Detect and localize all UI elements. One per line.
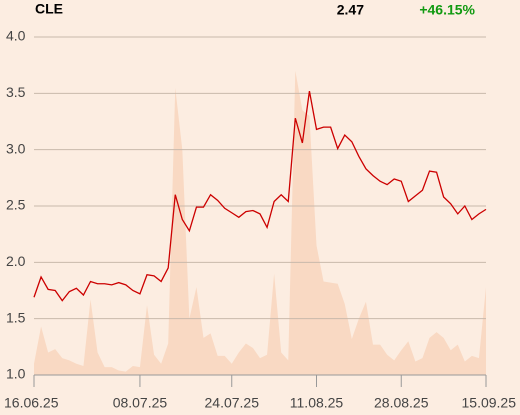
- y-tick-label: 3.0: [6, 140, 26, 156]
- x-tick-label: 16.06.25: [4, 395, 59, 411]
- y-tick-label: 3.5: [6, 84, 26, 100]
- change: +46.15%: [419, 2, 475, 18]
- y-tick-label: 1.5: [6, 309, 26, 325]
- volume-area: [34, 70, 486, 376]
- y-tick-label: 4.0: [6, 28, 26, 44]
- x-tick-label: 08.07.25: [113, 395, 168, 411]
- x-tick-label: 15.09.25: [462, 395, 517, 411]
- last-price: 2.47: [337, 2, 364, 18]
- price-line: [33, 90, 487, 302]
- x-tick-label: 28.08.25: [374, 395, 429, 411]
- y-tick-label: 2.5: [6, 197, 26, 213]
- symbol: CLE: [35, 1, 63, 17]
- y-tick-label: 1.0: [6, 366, 26, 382]
- x-tick-label: 24.07.25: [205, 395, 260, 411]
- y-tick-label: 2.0: [6, 253, 26, 269]
- x-tick-label: 11.08.25: [290, 395, 344, 411]
